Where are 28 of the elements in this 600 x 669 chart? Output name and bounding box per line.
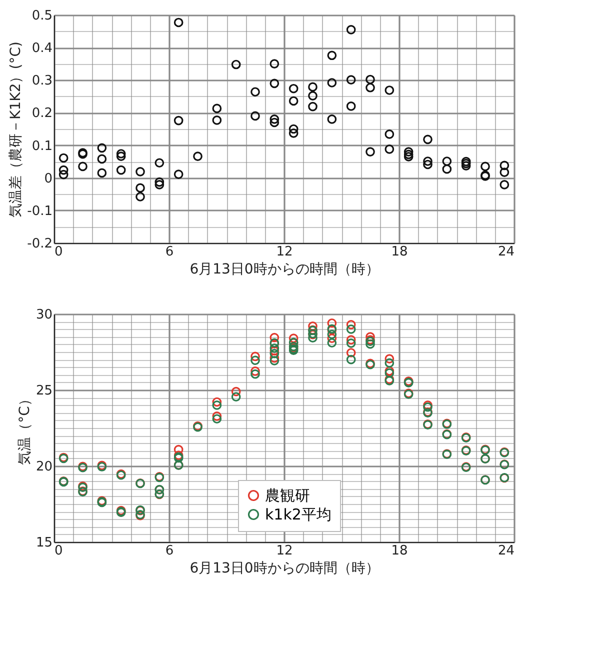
x-tick-label: 18 bbox=[391, 544, 408, 558]
x-tick-label: 18 bbox=[391, 244, 408, 260]
y-tick-label: 0.3 bbox=[32, 74, 52, 89]
x-tick-label: 24 bbox=[498, 244, 514, 260]
x-tick-label: 6 bbox=[165, 244, 174, 260]
y-tick-label: 0.2 bbox=[32, 106, 52, 122]
x-tick-label: 0 bbox=[54, 544, 63, 558]
x-tick-label: 6 bbox=[165, 544, 174, 558]
y-tick-label: 15 bbox=[36, 536, 52, 550]
y-tick-label: 20 bbox=[36, 460, 52, 474]
y-tick-label: 30 bbox=[36, 308, 52, 322]
y-tick-label: 25 bbox=[36, 384, 52, 398]
y-tick-label: 0.5 bbox=[32, 8, 52, 24]
y-tick-label: 0.4 bbox=[32, 41, 52, 56]
x-tick-label: 12 bbox=[276, 544, 293, 558]
y-tick-label: -0.1 bbox=[27, 204, 52, 219]
x-tick-label: 12 bbox=[276, 244, 293, 260]
y-tick-label: -0.2 bbox=[27, 236, 52, 252]
x-axis-title: 6月13日0時からの時間（時） bbox=[190, 560, 380, 576]
y-axis-title: 気温（°C） bbox=[16, 392, 33, 465]
x-axis-title: 6月13日0時からの時間（時） bbox=[190, 262, 380, 278]
x-tick-label: 0 bbox=[54, 244, 63, 260]
y-tick-label: 0 bbox=[44, 171, 52, 186]
y-tick-label: 0.1 bbox=[32, 138, 52, 154]
legend-label: 農観研 bbox=[265, 486, 310, 504]
x-tick-label: 24 bbox=[498, 544, 514, 558]
y-axis-title: 気温差（農研－K1K2）(°C) bbox=[8, 42, 24, 218]
legend-label: k1k2平均 bbox=[265, 506, 332, 524]
